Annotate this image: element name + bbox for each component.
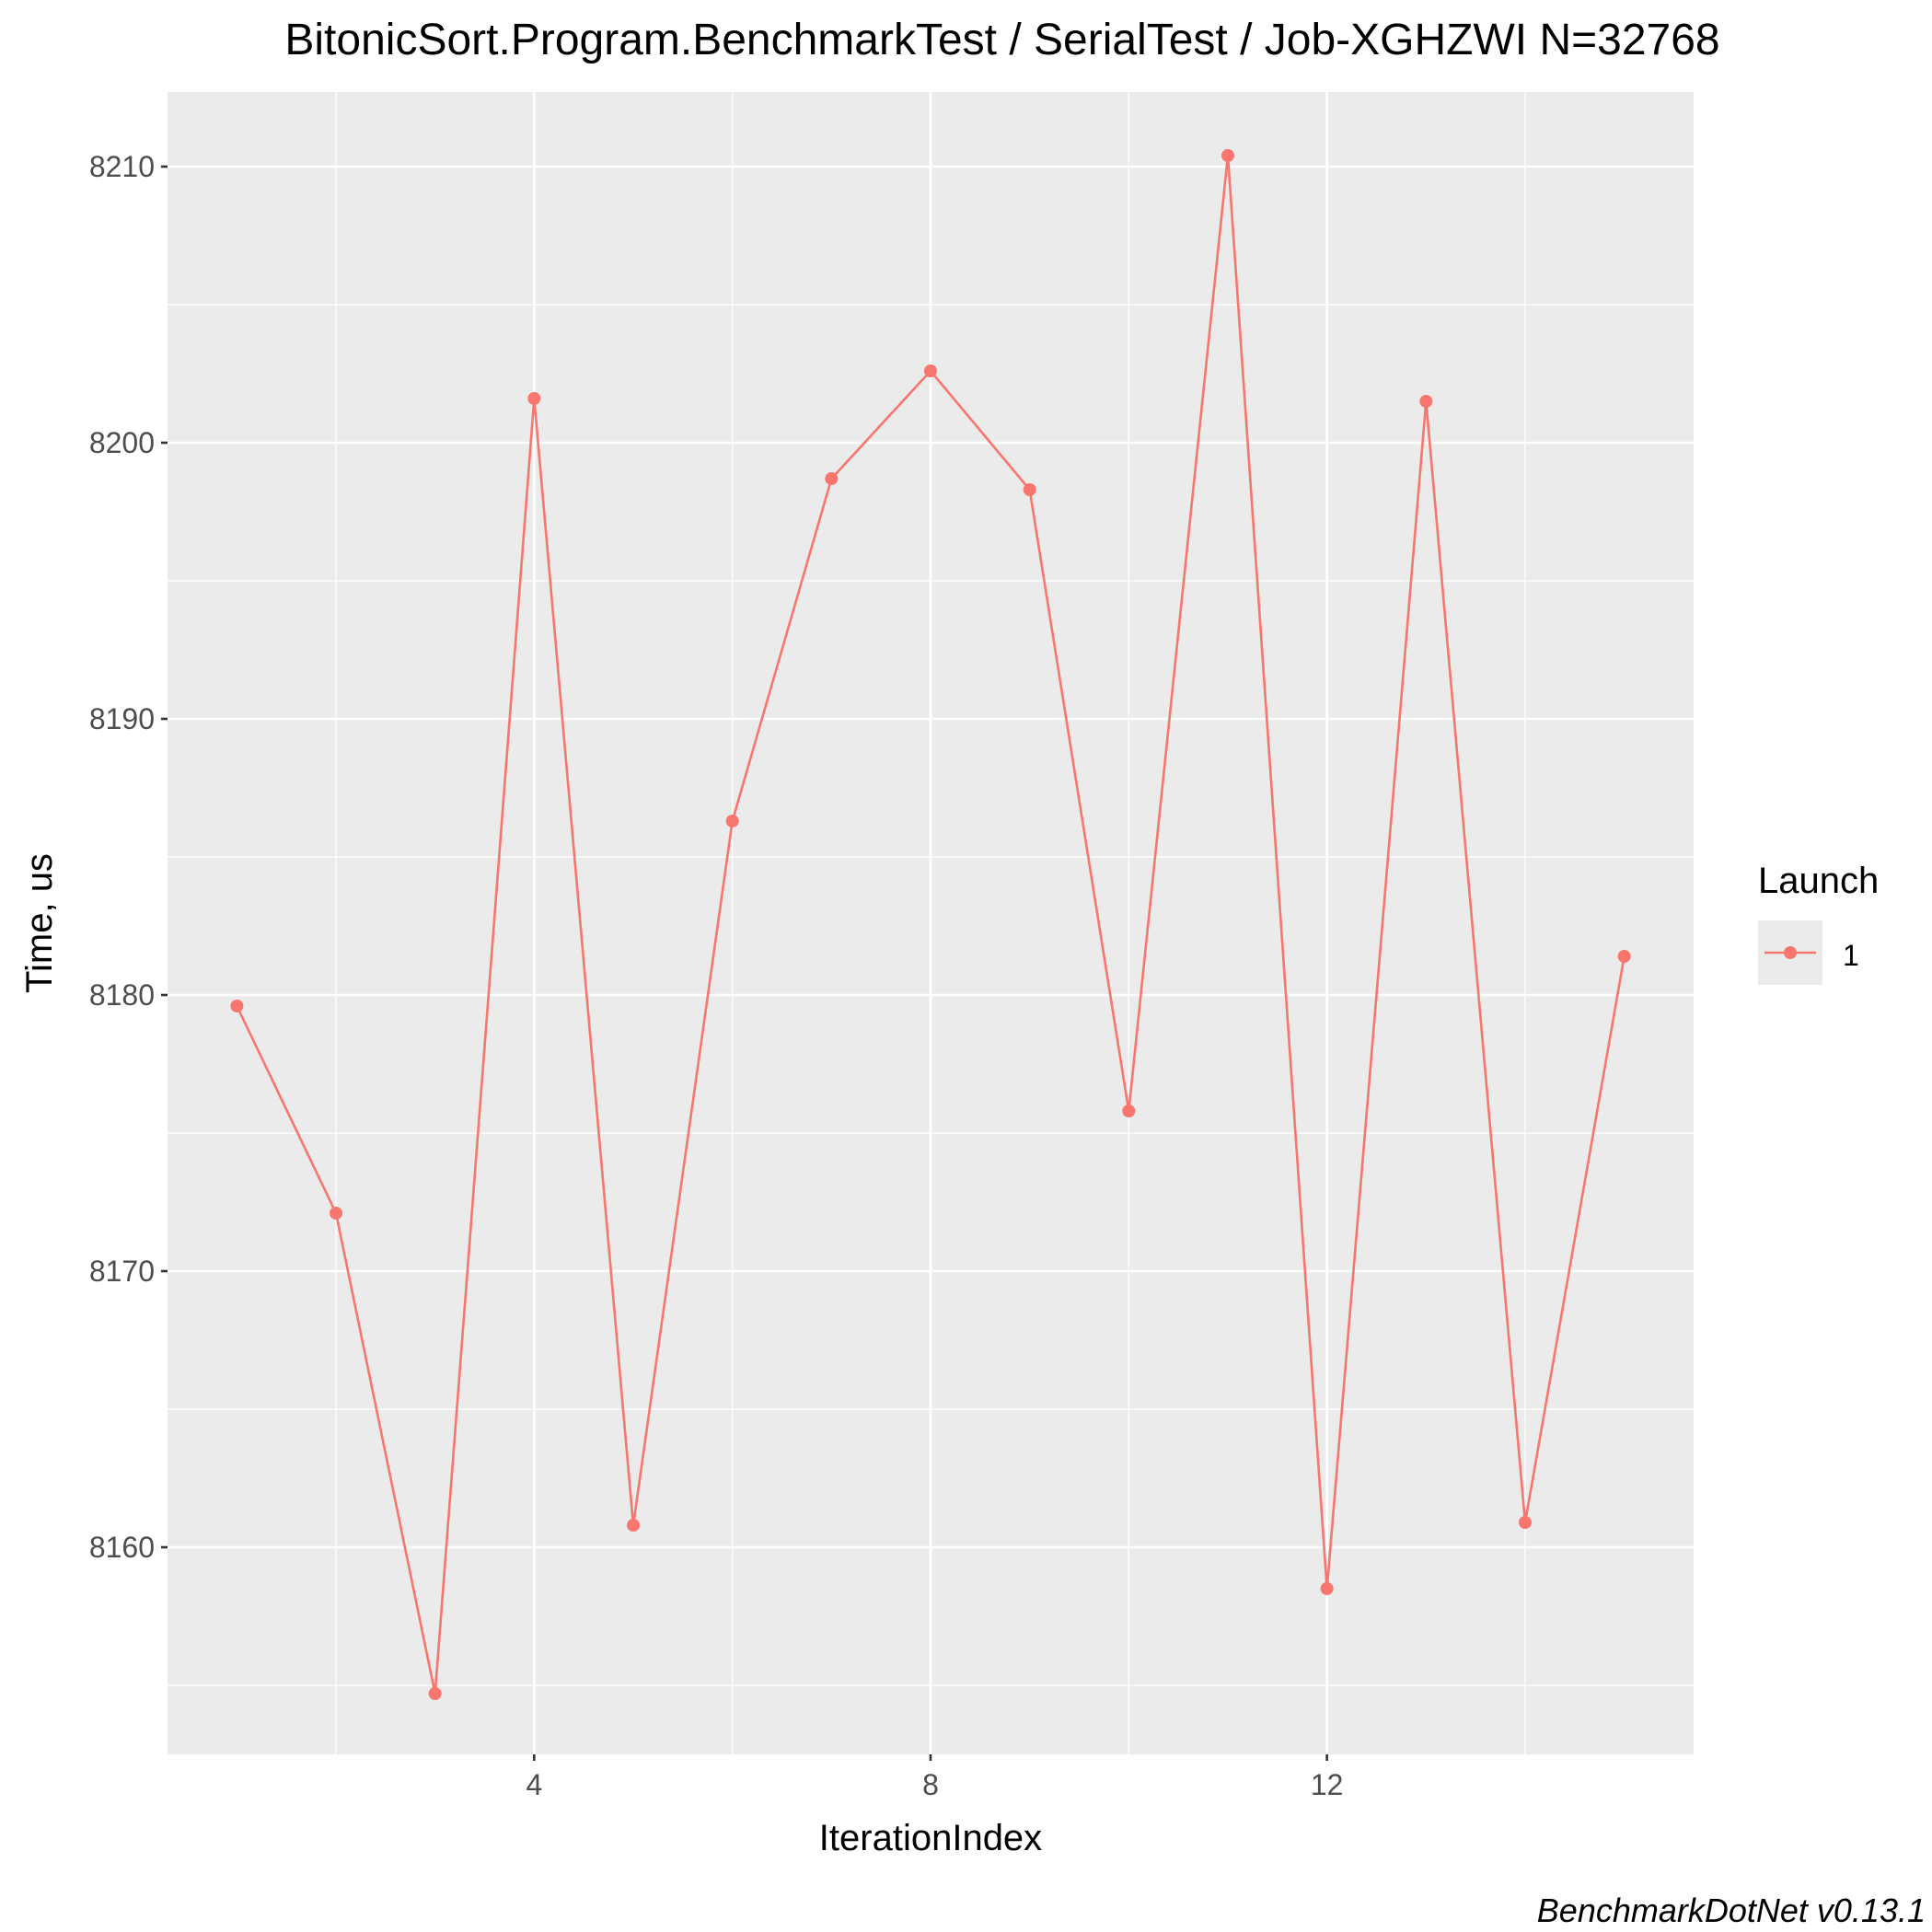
legend-title: Launch: [1758, 861, 1879, 901]
series-layer: [230, 149, 1631, 1700]
data-point: [1320, 1582, 1334, 1595]
y-axis-label: Time, us: [19, 853, 60, 993]
x-tick-label: 8: [922, 1768, 939, 1801]
data-point: [230, 1000, 244, 1012]
x-tick-label: 12: [1311, 1768, 1344, 1801]
y-tick-label: 8190: [89, 702, 155, 735]
data-point: [527, 392, 541, 405]
y-tick-label: 8200: [89, 426, 155, 459]
x-axis: 4 8 12: [526, 1754, 1343, 1801]
y-tick-label: 8160: [89, 1531, 155, 1564]
data-point: [1122, 1105, 1136, 1117]
data-point: [924, 364, 937, 377]
y-tick-label: 8180: [89, 978, 155, 1012]
data-point: [825, 472, 839, 485]
legend-key-point: [1784, 946, 1797, 959]
data-point: [428, 1687, 442, 1700]
data-point: [1617, 950, 1631, 963]
data-point: [1221, 149, 1234, 162]
data-point: [1419, 395, 1433, 408]
data-point: [725, 815, 739, 827]
data-point: [1023, 483, 1036, 496]
data-point: [1518, 1516, 1532, 1529]
chart-title: BitonicSort.Program.BenchmarkTest / Seri…: [284, 16, 1719, 64]
x-tick-label: 4: [526, 1768, 542, 1801]
caption: BenchmarkDotNet v0.13.1: [1537, 1892, 1926, 1929]
legend-entry-label: 1: [1843, 939, 1859, 972]
minor-gridlines-x: [335, 92, 1526, 1754]
y-tick-label: 8210: [89, 150, 155, 183]
legend: Launch 1: [1758, 861, 1879, 985]
data-point: [627, 1519, 641, 1532]
y-axis: 8160 8170 8180 8190 8200 8210: [89, 150, 168, 1564]
y-tick-label: 8170: [89, 1255, 155, 1288]
data-point: [330, 1207, 343, 1220]
plot-panel: [168, 92, 1694, 1754]
x-axis-label: IterationIndex: [819, 1818, 1042, 1858]
